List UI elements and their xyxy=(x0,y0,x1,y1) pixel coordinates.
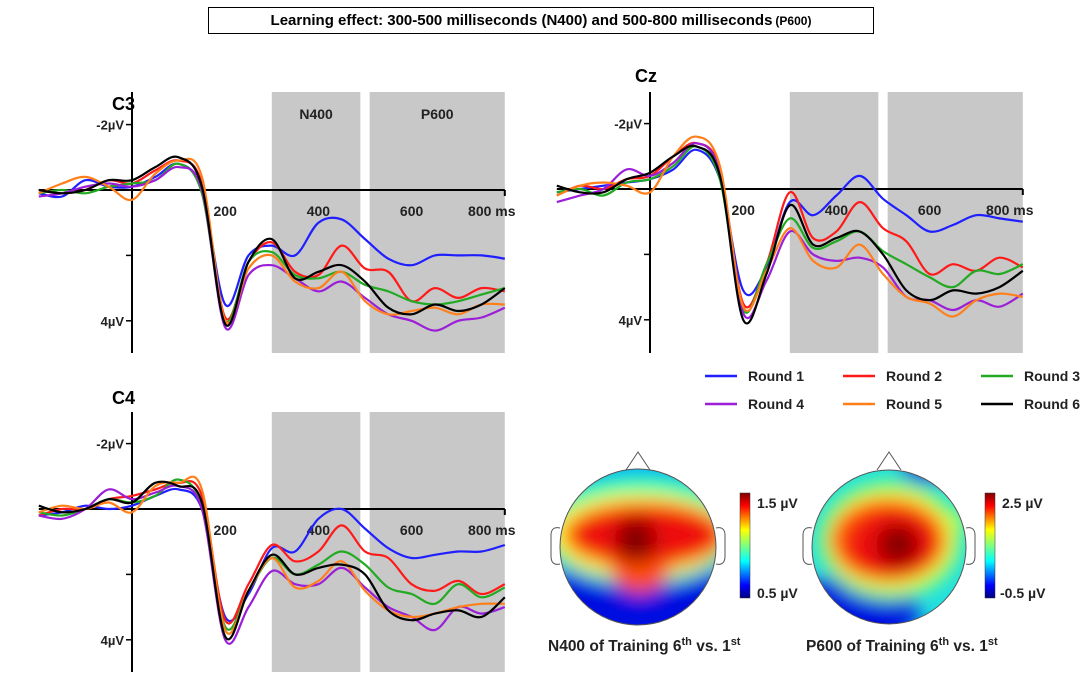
x-tick-label: 200 xyxy=(214,203,238,219)
series-line-round-6 xyxy=(38,155,506,327)
y-tick-label: -2µV xyxy=(614,117,642,132)
x-tick-label: 800 ms xyxy=(986,202,1034,218)
legend-label: Round 6 xyxy=(1024,396,1080,412)
series-line-round-1 xyxy=(38,162,505,308)
series-line-round-2 xyxy=(556,141,1024,309)
y-tick-label: -2µV xyxy=(96,437,124,452)
x-tick-label: 800 ms xyxy=(468,522,516,538)
shaded-window xyxy=(271,412,361,672)
series-line-round-2 xyxy=(38,480,506,625)
panel-title: Cz xyxy=(635,66,657,86)
right-ear-icon xyxy=(715,527,726,565)
shaded-window xyxy=(887,92,1023,353)
nose-icon xyxy=(625,451,651,471)
figure-title-main: Learning effect: 300-500 milliseconds (N… xyxy=(270,12,773,29)
colorbar-n400: 1.5 µV 0.5 µV xyxy=(739,492,798,601)
left-ear-icon xyxy=(802,527,813,565)
colorbar-max-label: 2.5 µV xyxy=(1002,495,1043,511)
series-line-round-3 xyxy=(556,145,1024,314)
x-tick-label: 600 xyxy=(400,522,424,538)
colorbar-max-label: 1.5 µV xyxy=(757,495,798,511)
right-ear-icon xyxy=(965,527,976,565)
panel-title: C3 xyxy=(112,94,135,114)
colorbar-p600: 2.5 µV -0.5 µV xyxy=(984,492,1046,601)
panel-title: C4 xyxy=(112,388,135,408)
erp-panel-cz: 200 400 600 800 ms -2µV 4µV Cz xyxy=(556,66,1034,353)
x-tick-label: 400 xyxy=(307,203,331,219)
window-label: P600 xyxy=(421,106,454,122)
y-tick-label: 4µV xyxy=(101,633,125,648)
series-line-round-4 xyxy=(556,142,1024,320)
y-tick-label: 4µV xyxy=(619,313,643,328)
series-line-round-2 xyxy=(38,159,506,321)
colorbar-min-label: -0.5 µV xyxy=(1000,585,1046,601)
series-line-round-5 xyxy=(556,135,1023,318)
figure-title-suffix: (P600) xyxy=(775,13,812,28)
x-tick-label: 200 xyxy=(214,522,238,538)
y-tick-label: -2µV xyxy=(96,118,124,133)
topomap-caption-n400: N400 of Training 6th vs. 1st xyxy=(548,636,741,655)
topomap-caption-p600: P600 of Training 6th vs. 1st xyxy=(806,636,998,655)
series-line-round-6 xyxy=(556,144,1024,325)
window-label: N400 xyxy=(299,106,333,122)
legend: Round 1 Round 2 Round 3 Round 4 Round 5 Round… xyxy=(705,368,1080,412)
legend-label: Round 3 xyxy=(1024,368,1080,384)
topomap-p600 xyxy=(802,451,976,625)
left-ear-icon xyxy=(550,527,561,565)
figure-title: Learning effect: 300-500 milliseconds (N… xyxy=(208,7,874,34)
legend-label: Round 1 xyxy=(748,368,804,384)
nose-icon xyxy=(876,451,902,471)
x-tick-label: 800 ms xyxy=(468,203,516,219)
colorbar-min-label: 0.5 µV xyxy=(757,585,798,601)
legend-label: Round 4 xyxy=(748,396,804,412)
topomap-n400 xyxy=(550,451,726,626)
shaded-window xyxy=(369,412,505,672)
x-tick-label: 400 xyxy=(825,202,849,218)
y-tick-label: 4µV xyxy=(101,314,125,329)
x-tick-label: 200 xyxy=(732,202,756,218)
series-line-round-6 xyxy=(38,480,506,641)
legend-label: Round 5 xyxy=(886,396,942,412)
series-line-round-1 xyxy=(38,487,506,623)
series-line-round-4 xyxy=(38,484,506,645)
erp-panel-c3: N400 P600 200 400 600 800 ms -2µV 4µV C3 xyxy=(38,92,516,353)
x-tick-label: 600 xyxy=(400,203,424,219)
x-tick-label: 600 xyxy=(918,202,942,218)
series-line-round-4 xyxy=(38,165,506,332)
legend-label: Round 2 xyxy=(886,368,942,384)
